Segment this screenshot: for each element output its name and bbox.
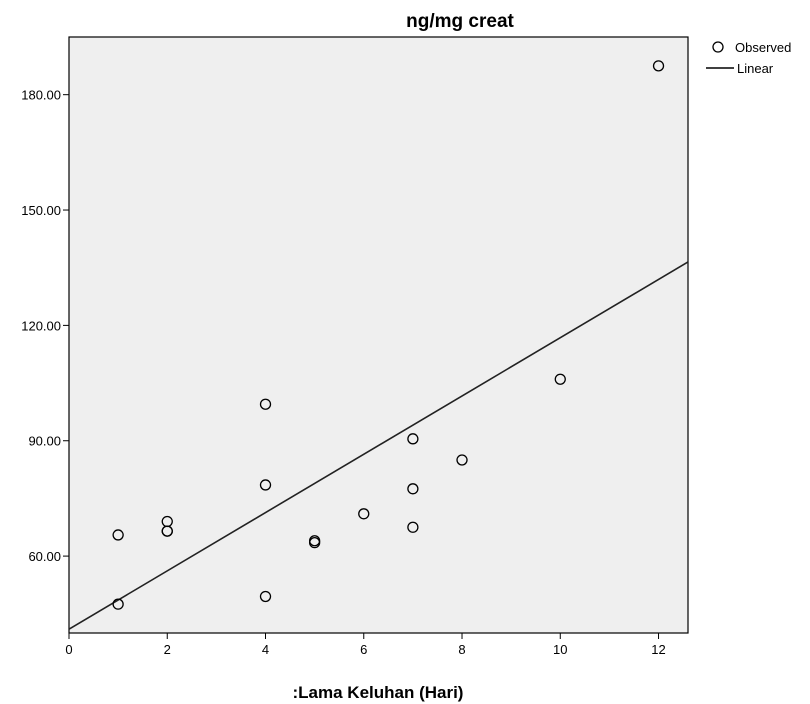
y-axis: 60.00 90.00 120.00 150.00 180.00 (21, 88, 69, 564)
chart-title: ng/mg creat (406, 11, 514, 32)
legend-linear-label: Linear (737, 61, 774, 76)
plot-area (68, 36, 689, 634)
observed-point (407, 483, 419, 495)
x-tick-label: 10 (553, 642, 567, 657)
x-tick-label: 2 (164, 642, 171, 657)
observed-point (652, 60, 665, 72)
observed-point (554, 373, 566, 385)
y-tick-label: 120.00 (21, 318, 61, 333)
observed-point (358, 508, 370, 520)
observed-point (161, 525, 173, 537)
observed-point (259, 590, 272, 603)
y-tick-label: 60.00 (28, 549, 61, 564)
observed-point (407, 521, 419, 533)
x-tick-label: 4 (262, 642, 269, 657)
observed-point (112, 598, 124, 610)
legend-observed-marker (712, 41, 724, 53)
x-tick-label: 0 (65, 642, 72, 657)
y-tick-label: 180.00 (21, 88, 61, 103)
x-axis-label: :Lama Keluhan (Hari) (293, 683, 464, 702)
x-tick-label: 12 (651, 642, 665, 657)
y-tick-label: 90.00 (28, 434, 61, 449)
observed-point (112, 529, 124, 541)
x-tick-label: 6 (360, 642, 367, 657)
y-tick-label: 150.00 (21, 203, 61, 218)
observed-point (456, 454, 468, 466)
x-axis: 0 2 4 6 8 10 12 (65, 633, 666, 657)
observed-point (259, 398, 272, 410)
linear-fit-layer (69, 261, 688, 630)
legend: Observed Linear (706, 40, 791, 76)
observed-points-layer (112, 60, 665, 610)
x-tick-label: 8 (458, 642, 465, 657)
observed-point (259, 479, 272, 491)
observed-point (308, 536, 321, 549)
legend-observed-label: Observed (735, 40, 791, 55)
linear-fit-line (69, 261, 688, 630)
observed-point (407, 433, 419, 445)
